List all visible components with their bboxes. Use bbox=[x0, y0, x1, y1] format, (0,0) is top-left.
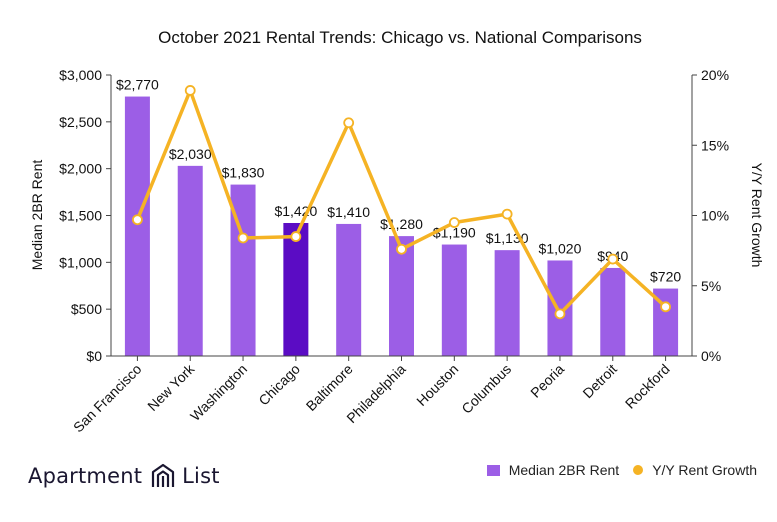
growth-point-detroit bbox=[607, 253, 619, 265]
bars-layer bbox=[124, 96, 679, 356]
y2-tick-label: 0% bbox=[701, 348, 721, 364]
chart-legend: Median 2BR Rent Y/Y Rent Growth bbox=[473, 462, 757, 478]
y-tick-label: $500 bbox=[71, 301, 102, 317]
legend-item-growth: Y/Y Rent Growth bbox=[633, 462, 757, 478]
bar-value-label: $1,280 bbox=[380, 216, 423, 232]
growth-line-layer bbox=[132, 85, 671, 320]
apartment-list-logo-icon bbox=[152, 463, 175, 487]
growth-point-columbus bbox=[501, 208, 513, 220]
legend-swatch-bar bbox=[486, 464, 500, 476]
legend-label-growth: Y/Y Rent Growth bbox=[652, 462, 757, 478]
bar-detroit bbox=[600, 267, 626, 356]
bar-value-label: $1,830 bbox=[222, 165, 265, 181]
growth-point-philadelphia bbox=[396, 243, 407, 255]
brand-word-apartment: Apartment bbox=[28, 464, 143, 488]
bar-new-york bbox=[177, 165, 203, 356]
bar-baltimore bbox=[336, 223, 362, 356]
legend-item-rent: Median 2BR Rent bbox=[486, 462, 620, 478]
bar-value-label: $1,410 bbox=[327, 204, 370, 220]
y-tick-label: $3,000 bbox=[59, 67, 102, 83]
legend-swatch-line bbox=[633, 465, 644, 475]
brand-word-list: List bbox=[182, 464, 220, 488]
x-tick-label: Washington bbox=[187, 361, 250, 424]
bar-columbus bbox=[494, 250, 520, 356]
growth-point-peoria bbox=[554, 308, 566, 320]
y-tick-label: $1,000 bbox=[59, 254, 102, 270]
x-tick-label: San Francisco bbox=[70, 361, 145, 436]
bar-houston bbox=[441, 244, 467, 356]
x-tick-label: Houston bbox=[413, 361, 461, 409]
growth-point-new-york bbox=[184, 85, 196, 96]
x-tick-label: New York bbox=[144, 360, 198, 414]
y2-axis-label: Y/Y Rent Growth bbox=[749, 163, 765, 268]
x-tick-label: Peoria bbox=[527, 361, 567, 401]
growth-point-baltimore bbox=[343, 117, 355, 129]
y2-tick-label: 15% bbox=[701, 137, 729, 153]
bar-value-label: $720 bbox=[650, 269, 681, 285]
chart-title: October 2021 Rental Trends: Chicago vs. … bbox=[158, 28, 642, 47]
y-tick-label: $2,000 bbox=[59, 161, 102, 177]
y2-tick-label: 20% bbox=[701, 67, 729, 83]
bar-labels-layer: $2,770$2,030$1,830$1,420 $1,410$1,280$1,1… bbox=[116, 77, 681, 285]
bar-value-label: $2,030 bbox=[169, 146, 212, 162]
y2-tick-label: 5% bbox=[701, 278, 721, 294]
growth-point-washington bbox=[237, 232, 249, 244]
y-tick-label: $2,500 bbox=[59, 114, 102, 130]
legend-label-rent: Median 2BR Rent bbox=[508, 462, 620, 478]
y2-tick-label: 10% bbox=[701, 208, 729, 224]
growth-point-san-francisco bbox=[132, 214, 143, 226]
x-tick-label: Chicago bbox=[255, 361, 303, 409]
rental-trends-chart: October 2021 Rental Trends: Chicago vs. … bbox=[29, 28, 765, 436]
apartment-list-logo: Apartment List bbox=[28, 463, 220, 489]
bar-chicago bbox=[283, 222, 309, 356]
bar-san-francisco bbox=[124, 96, 150, 356]
growth-point-rockford bbox=[660, 301, 671, 313]
growth-point-chicago bbox=[290, 231, 302, 242]
bar-peoria bbox=[547, 260, 573, 356]
growth-point-houston bbox=[448, 217, 460, 228]
x-tick-label: Columbus bbox=[458, 361, 514, 417]
bar-value-label: $1,020 bbox=[539, 240, 582, 256]
y-axis-label: Median 2BR Rent bbox=[29, 160, 45, 271]
y-tick-label: $1,500 bbox=[59, 208, 102, 224]
x-tick-label: Rockford bbox=[622, 361, 673, 412]
bar-philadelphia bbox=[389, 236, 414, 356]
x-tick-label: Baltimore bbox=[303, 361, 356, 414]
x-tick-label: Detroit bbox=[579, 361, 620, 402]
y-tick-label: $0 bbox=[86, 348, 102, 364]
bar-value-label: $2,770 bbox=[116, 77, 159, 93]
